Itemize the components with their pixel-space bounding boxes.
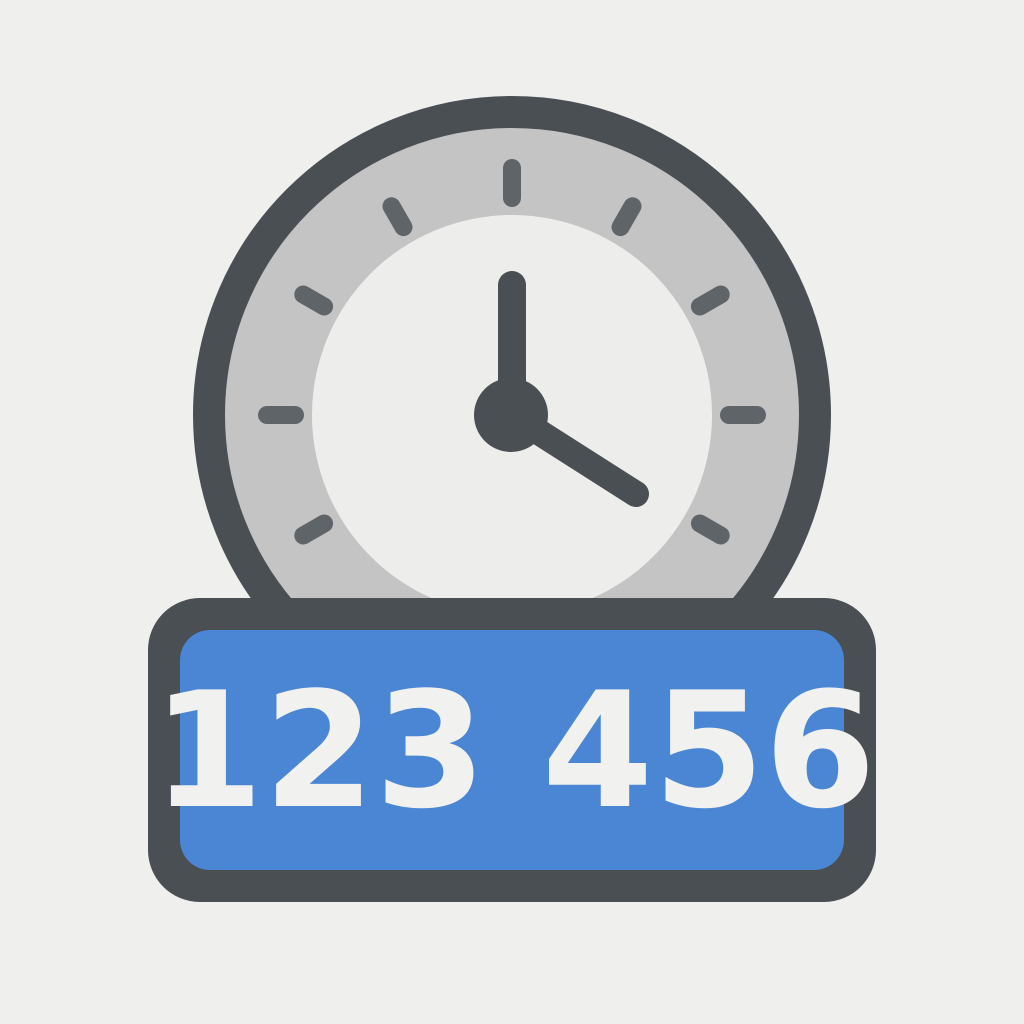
tick: [294, 285, 334, 316]
tick: [690, 514, 730, 545]
clock: [193, 96, 831, 734]
clock-ticks: [258, 159, 766, 545]
tick: [611, 197, 642, 237]
clock-center: [474, 378, 548, 452]
badge-fill: [180, 630, 844, 870]
code-text: 123 456: [152, 657, 876, 844]
tick: [690, 285, 730, 316]
tick: [294, 514, 334, 545]
code-badge: 123 456: [148, 598, 876, 902]
tick: [382, 197, 413, 237]
